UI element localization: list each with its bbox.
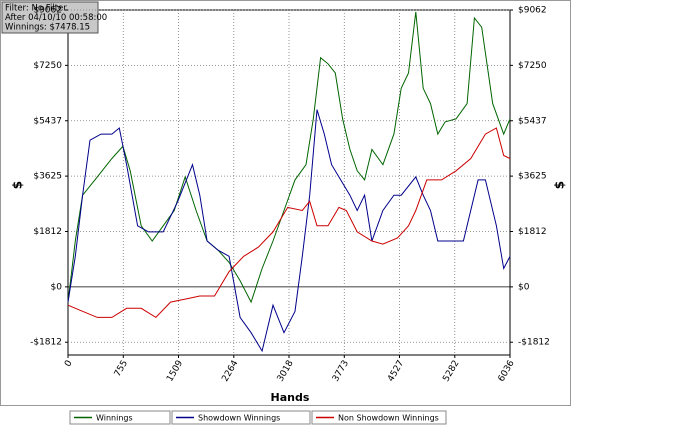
info-box [1, 1, 99, 34]
series-line [67, 127, 511, 319]
legend-label: Winnings [96, 414, 133, 423]
y-tick-label: $9062 [33, 6, 62, 16]
y2-tick-label: $3625 [518, 172, 547, 182]
y-tick-label: $0 [51, 282, 63, 292]
y-tick-label: -$1812 [30, 338, 62, 348]
y2-tick-label: $1812 [518, 227, 547, 237]
y2-tick-label: $5437 [518, 116, 547, 126]
y-tick-label: $1812 [33, 227, 62, 237]
info-text: Filter: No Filter [5, 4, 67, 14]
y-tick-label: $3625 [33, 172, 62, 182]
y2-tick-label: $7250 [518, 61, 547, 71]
x-tick-label: 0 [63, 359, 75, 369]
y2-tick-label: $9062 [518, 6, 547, 16]
series-line [67, 11, 511, 304]
legend-box [69, 410, 171, 425]
y2-tick-label: $0 [518, 282, 530, 292]
series-line [67, 109, 511, 353]
legend-box [171, 410, 311, 425]
legend-label: Showdown Winnings [198, 414, 280, 423]
legend-box [311, 410, 447, 425]
y2-tick-label: -$1812 [518, 338, 550, 348]
x-axis-label: Hands [271, 391, 310, 404]
info-text: Winnings: $7478.15 [5, 23, 90, 33]
y-axis-label: $ [11, 181, 25, 189]
y2-axis-label: $ [553, 181, 567, 189]
y-tick-label: $7250 [33, 61, 62, 71]
info-text: After 04/10/10 00:58:00 [5, 13, 107, 23]
legend-label: Non Showdown Winnings [338, 414, 439, 423]
y-tick-label: $5437 [33, 116, 62, 126]
